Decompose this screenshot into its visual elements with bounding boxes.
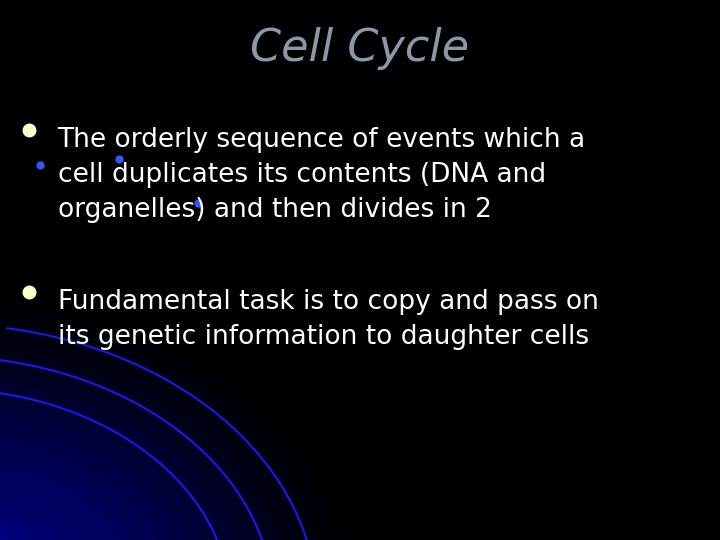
Circle shape	[0, 535, 43, 540]
Circle shape	[0, 515, 70, 540]
Circle shape	[0, 327, 320, 540]
Circle shape	[0, 465, 135, 540]
Circle shape	[0, 352, 287, 540]
Circle shape	[0, 366, 268, 540]
Circle shape	[0, 519, 63, 540]
Circle shape	[0, 381, 248, 540]
Circle shape	[0, 356, 281, 540]
Circle shape	[0, 470, 129, 540]
Circle shape	[0, 523, 59, 540]
Circle shape	[0, 436, 175, 540]
Circle shape	[0, 460, 143, 540]
Circle shape	[0, 510, 76, 540]
Circle shape	[0, 505, 83, 540]
Circle shape	[0, 511, 75, 540]
Circle shape	[0, 332, 314, 540]
Circle shape	[0, 336, 307, 540]
Circle shape	[0, 499, 91, 540]
Circle shape	[0, 487, 107, 540]
Circle shape	[0, 302, 354, 540]
Circle shape	[0, 391, 235, 540]
Circle shape	[0, 317, 333, 540]
Circle shape	[0, 535, 43, 540]
Circle shape	[0, 480, 116, 540]
Circle shape	[0, 361, 274, 540]
Text: Fundamental task is to copy and pass on
its genetic information to daughter cell: Fundamental task is to copy and pass on …	[58, 289, 598, 350]
Circle shape	[0, 376, 254, 540]
Circle shape	[0, 426, 189, 540]
Circle shape	[0, 505, 83, 540]
Circle shape	[0, 307, 347, 540]
Circle shape	[0, 347, 294, 540]
Circle shape	[0, 386, 241, 540]
Text: Cell Cycle: Cell Cycle	[251, 27, 469, 70]
Circle shape	[0, 485, 109, 540]
Circle shape	[0, 411, 208, 540]
Circle shape	[0, 517, 67, 540]
Circle shape	[0, 312, 340, 540]
Circle shape	[0, 530, 50, 540]
Circle shape	[0, 525, 56, 540]
Circle shape	[0, 446, 162, 540]
Circle shape	[0, 401, 222, 540]
Circle shape	[0, 297, 360, 540]
Circle shape	[0, 529, 51, 540]
Circle shape	[0, 341, 301, 540]
Circle shape	[0, 396, 228, 540]
Circle shape	[0, 481, 114, 540]
Circle shape	[0, 475, 122, 540]
Circle shape	[0, 500, 89, 540]
Circle shape	[0, 493, 99, 540]
Circle shape	[0, 490, 102, 540]
Circle shape	[0, 441, 168, 540]
Circle shape	[0, 475, 122, 540]
Circle shape	[0, 450, 156, 540]
Circle shape	[0, 455, 149, 540]
Circle shape	[0, 495, 96, 540]
Circle shape	[0, 431, 182, 540]
Text: The orderly sequence of events which a
cell duplicates its contents (DNA and
org: The orderly sequence of events which a c…	[58, 127, 586, 223]
Circle shape	[0, 416, 202, 540]
Circle shape	[0, 421, 195, 540]
Circle shape	[0, 322, 327, 540]
Circle shape	[0, 406, 215, 540]
Circle shape	[0, 372, 261, 540]
